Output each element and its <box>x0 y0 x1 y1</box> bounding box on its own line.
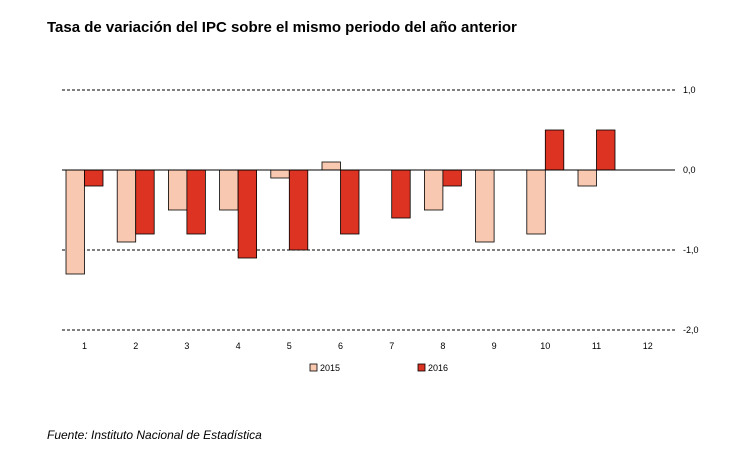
bar-2016-8 <box>442 169 462 187</box>
y-tick-label: 1,0 <box>683 85 696 95</box>
x-tick-label: 7 <box>389 341 394 351</box>
x-tick-label: 11 <box>592 341 601 351</box>
legend: 2015 2016 <box>309 363 448 373</box>
bar-2015-9 <box>475 169 495 243</box>
bar-2015-2 <box>116 169 137 243</box>
legend-swatch-2015 <box>309 363 318 372</box>
y-tick-label: 0,0 <box>683 165 696 175</box>
bar-2015-10 <box>526 169 546 235</box>
x-tick-label: 3 <box>184 341 189 351</box>
bar-2015-3 <box>167 169 188 211</box>
legend-label-2016: 2016 <box>428 363 448 373</box>
legend-label-2015: 2015 <box>320 363 340 373</box>
x-tick-label: 1 <box>82 341 87 351</box>
bar-2015-8 <box>423 169 444 211</box>
x-tick-label: 8 <box>440 341 445 351</box>
bar-2016-1 <box>84 169 104 187</box>
x-tick-label: 9 <box>492 341 497 351</box>
bar-2015-11 <box>577 169 597 187</box>
bar-2016-10 <box>544 129 565 171</box>
bar-2016-5 <box>288 169 309 251</box>
bar-2016-7 <box>391 169 411 219</box>
gridlines <box>62 89 675 331</box>
bar-2016-6 <box>340 169 360 235</box>
x-tick-label: 12 <box>643 341 653 351</box>
x-tick-labels: 1 2 3 4 5 6 7 8 9 10 11 12 <box>82 341 653 351</box>
y-tick-label: -1,0 <box>683 245 699 255</box>
bar-2016-3 <box>186 169 206 235</box>
bar-2015-4 <box>219 169 239 211</box>
legend-swatch-2016 <box>417 363 426 372</box>
bar-2015-1 <box>65 169 85 275</box>
source-note: Fuente: Instituto Nacional de Estadístic… <box>47 428 262 442</box>
bar-2016-4 <box>237 169 258 259</box>
x-tick-label: 10 <box>540 341 550 351</box>
y-tick-labels: 1,0 0,0 -1,0 -2,0 <box>683 85 699 335</box>
chart-title: Tasa de variación del IPC sobre el mismo… <box>47 19 517 36</box>
bar-2015-6 <box>321 161 341 171</box>
bars <box>65 129 616 275</box>
x-tick-label: 4 <box>236 341 241 351</box>
bar-2016-11 <box>596 129 616 171</box>
x-tick-label: 5 <box>287 341 292 351</box>
x-tick-label: 2 <box>133 341 138 351</box>
bar-2016-2 <box>135 169 155 235</box>
x-tick-label: 6 <box>338 341 343 351</box>
y-tick-label: -2,0 <box>683 325 699 335</box>
bar-2015-5 <box>270 169 290 179</box>
